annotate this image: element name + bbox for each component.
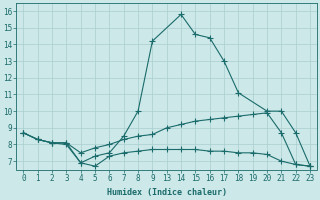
X-axis label: Humidex (Indice chaleur): Humidex (Indice chaleur) — [107, 188, 227, 197]
